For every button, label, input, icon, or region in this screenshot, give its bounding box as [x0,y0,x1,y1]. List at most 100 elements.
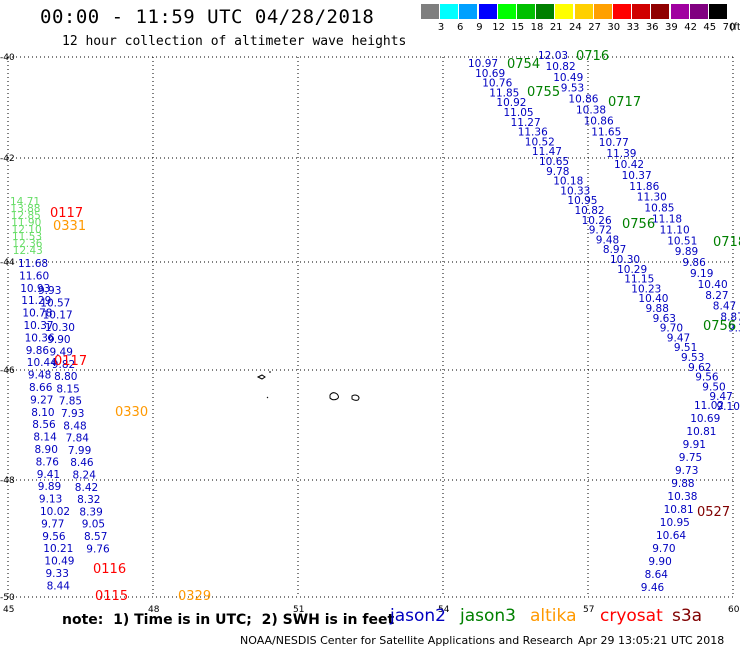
legend-swatch [593,4,613,19]
wave-height-value: 8.32 [77,494,100,506]
wave-height-value: 10.02 [40,506,70,518]
wave-height-value: 8.57 [84,531,107,543]
wave-height-value: 9.05 [82,519,105,531]
wave-height-value: 8.47 [713,301,736,313]
wave-height-value: 7.93 [61,408,84,420]
wave-height-value: 10.92 [496,97,526,109]
pass-time-label: 0756 [622,217,655,232]
wave-height-value: 12.03 [538,50,568,62]
wave-height-value: 8.64 [645,569,669,581]
lon-label: 60 [728,605,740,615]
wave-height-value: 10.18 [553,176,583,188]
wave-height-value: 11.65 [591,126,621,138]
wave-height-value: 11.05 [504,107,534,119]
wave-height-value: 11.10 [660,224,690,236]
island [351,394,360,401]
island [329,392,339,401]
legend-swatch [459,4,479,19]
wave-height-value: 12.36 [12,238,42,250]
wave-height-value: 12.43 [13,245,43,257]
wave-height-value: 9.19 [690,268,713,280]
wave-height-value: 8.66 [29,382,53,394]
wave-height-value: 7.99 [68,445,91,457]
legend-label: 36 [645,22,659,33]
wave-height-value: 9.13 [39,494,62,506]
timestamp: Apr 29 13:05:21 UTC 2018 [578,634,725,647]
wave-height-value: 9.76 [86,543,110,555]
wave-height-value: 8.44 [47,580,71,592]
wave-height-value: 11.68 [18,258,48,270]
satellite-name: s3a [672,606,703,626]
legend-swatch [651,4,671,19]
wave-height-value: 10.37 [622,170,652,182]
island [266,396,269,399]
wave-height-value: 10.33 [560,185,590,197]
wave-height-value: 9.56 [42,531,66,543]
wave-height-value: 8.87 [720,312,740,324]
legend-label: 70 [722,22,736,33]
wave-height-value: 10.26 [582,215,612,227]
legend-swatch [555,4,575,19]
wave-height-value: 9.47 [667,332,690,344]
wave-height-value: 7.84 [66,433,90,445]
wave-height-value: 10.38 [667,491,697,503]
wave-height-value: 9.53 [681,352,704,364]
legend-label: 3 [437,22,445,33]
map-grid [7,56,734,598]
legend-label: 15 [511,22,525,33]
wave-height-value: 9.70 [652,543,675,555]
pass-time-label: 0718 [713,235,740,250]
axis-labels: -40 -42 -44 -46 -48 -50 45 48 51 54 57 60 [0,53,740,615]
legend-label: 18 [530,22,544,33]
legend-label: 21 [549,22,563,33]
pass-time-label: 0756 [703,319,736,334]
wave-height-value: 11.60 [19,270,49,282]
wave-height-value: 10.49 [553,72,583,84]
wave-height-value: 10.78 [22,308,52,320]
wave-height-value: 10.44 [27,357,57,369]
wave-height-value: 9.90 [47,334,70,346]
pass-time-label: 0755 [527,85,560,100]
lon-label: 48 [148,605,160,615]
wave-height-value: 10.21 [43,543,73,555]
legend-swatch [670,4,690,19]
legend-swatch [440,4,460,19]
wave-height-value: 9.89 [38,481,61,493]
wave-height-value: 10.51 [667,235,697,247]
wave-height-value: 9.73 [675,465,698,477]
legend-swatch [421,4,440,19]
legend-label: 6 [457,22,464,33]
time-labels: 0754071607550717075607180756011703310117… [50,49,740,604]
wave-height-value: 8.76 [36,456,60,468]
wave-height-value: 9.56 [695,372,719,384]
wave-height-value: 10.64 [656,530,686,542]
legend-swatch [478,4,498,19]
wave-height-value: 11.90 [11,217,41,229]
wave-height-value: 9.53 [561,83,584,95]
wave-height-value: 10.37 [24,320,54,332]
wave-height-value: 8.24 [73,470,97,482]
satellite-name: cryosat [600,606,663,626]
wave-height-value: 11.15 [624,274,654,286]
wave-height-value: 9.10 [717,401,740,413]
wave-height-value: 9.27 [30,394,53,406]
wave-height-value: 10.52 [525,136,555,148]
pass-time-label: 0115 [95,589,128,604]
wave-height-value: 11.47 [532,146,562,158]
wave-height-value: 9.62 [688,362,711,374]
wave-height-value: 10.40 [698,279,728,291]
wave-height-value: 9.63 [653,313,676,325]
pass-time-label: 0117 [54,354,87,369]
pass-time-label: 0716 [576,49,609,64]
wave-height-value: 12.10 [12,224,42,236]
legend-swatch [517,4,536,19]
wave-height-value: 9.75 [679,452,702,464]
wave-height-value: 9.51 [674,342,697,354]
pass-time-label: 0117 [50,206,83,221]
wave-height-value: 9.77 [41,518,64,530]
wave-height-value: 9.33 [46,568,69,580]
credit-line: NOAA/NESDIS Center for Satellite Applica… [240,634,574,647]
wave-height-value: 10.82 [575,205,605,217]
legend-swatch [689,4,709,19]
wave-height-value: 11.86 [629,181,659,193]
